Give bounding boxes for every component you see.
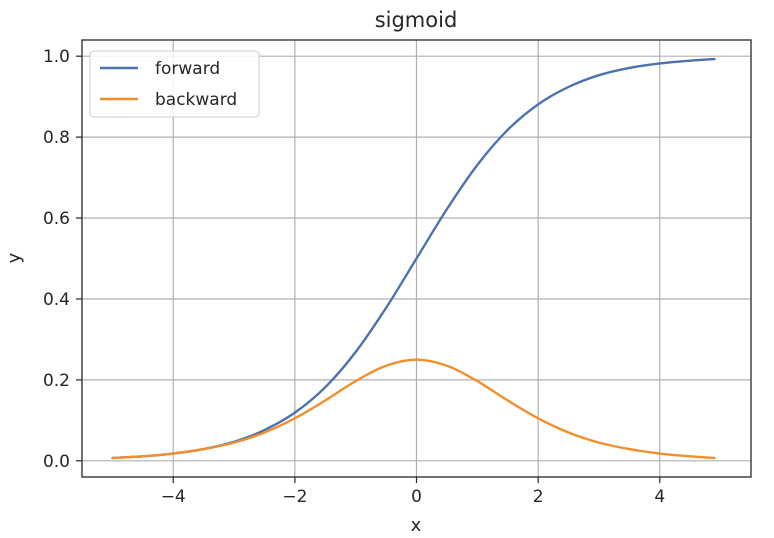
ticks: −4 −2 0 2 4 0.0 0.2 0.4 0.6 0.8 1.0 xyxy=(43,47,665,507)
x-tick-label: 4 xyxy=(654,487,665,507)
y-axis-label: y xyxy=(4,252,25,263)
x-tick-label: −2 xyxy=(282,487,307,507)
y-tick-label: 0.6 xyxy=(43,209,70,229)
y-tick-label: 0.2 xyxy=(43,371,70,391)
y-tick-label: 0.0 xyxy=(43,452,70,472)
legend: forward backward xyxy=(89,50,260,118)
legend-label-backward: backward xyxy=(155,90,237,110)
chart-title: sigmoid xyxy=(375,8,458,32)
y-tick-label: 1.0 xyxy=(43,47,70,67)
y-tick-label: 0.8 xyxy=(43,128,70,148)
series-group xyxy=(111,57,716,460)
y-tick-label: 0.4 xyxy=(43,290,70,310)
legend-label-forward: forward xyxy=(155,59,220,79)
x-axis-label: x xyxy=(411,515,422,536)
x-tick-label: 2 xyxy=(533,487,544,507)
x-tick-label: 0 xyxy=(411,487,422,507)
x-tick-label: −4 xyxy=(161,487,186,507)
series-line-backward xyxy=(111,358,716,460)
